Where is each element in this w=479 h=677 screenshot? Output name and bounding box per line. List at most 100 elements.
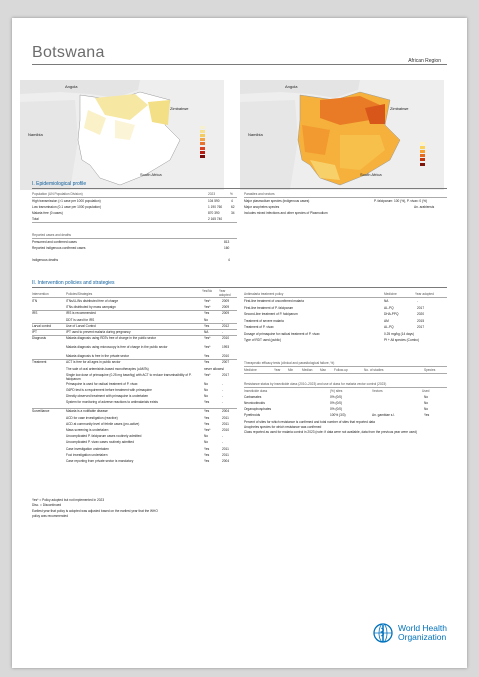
- tp-medicine: AM: [384, 318, 389, 323]
- tp-medicine: Pf + All species (Combo): [384, 338, 419, 342]
- policy-year: 2017: [222, 372, 230, 377]
- tp-medicine: DHA-PPQ: [384, 312, 399, 316]
- tp-col-medicine: Medicine: [384, 292, 397, 296]
- who-emblem-icon: [373, 623, 393, 643]
- footnote: Yes* = Policy adopted but not implemente…: [32, 498, 105, 502]
- epi-row-pct: 62: [231, 205, 235, 209]
- policy-year: 2010: [222, 428, 230, 432]
- policy-yes-no: Yes: [204, 459, 210, 463]
- transmission-map: Angola Zimbabwe Namibia South Africa: [20, 80, 224, 190]
- policy-year: 2011: [222, 446, 229, 451]
- policy-yes-no: Yes*: [204, 299, 211, 303]
- pol-col-year: Year adopted: [219, 289, 231, 297]
- policies-rule: [32, 287, 447, 288]
- cases-row-value: 160: [224, 246, 230, 250]
- epi-row-value: 104 590: [208, 199, 220, 203]
- policy-group: IPT: [32, 330, 37, 334]
- res-used: No: [424, 407, 429, 411]
- resistance-header: Resistance status by insecticide class (…: [244, 382, 387, 386]
- policy-year: 2004: [222, 459, 230, 463]
- policy-label: Single low dose of primaquine (0.25 mg b…: [66, 372, 192, 381]
- tp-medicine: AL-PQ: [384, 325, 394, 329]
- tp-year: 2017: [417, 325, 425, 329]
- efficacy-col: Year: [274, 368, 281, 372]
- policy-year: 2009: [222, 299, 230, 303]
- res-vectors: An. gambiae s.l.: [372, 413, 395, 417]
- policy-label: System for monitoring of adverse reactio…: [66, 400, 158, 405]
- policy-label: Malaria diagnosis using RDTs free of cha…: [66, 336, 157, 341]
- policy-yes-no: No: [204, 394, 209, 399]
- tp-label: Type of RDT used (public): [244, 338, 281, 342]
- map-label-namibia: Namibia: [248, 132, 263, 137]
- region-label: African Region: [408, 58, 441, 64]
- res-col-vectors: Vectors: [372, 389, 383, 393]
- policy-yes-no: never allowed: [204, 366, 224, 371]
- efficacy-col: No. of studies: [364, 368, 384, 372]
- policy-label: Malaria diagnosis using microscopy is fr…: [66, 345, 168, 350]
- policy-label: Mass screening is undertaken: [66, 428, 109, 432]
- policy-year: 2011: [222, 452, 229, 457]
- cases-row-label: Presumed and confirmed cases: [32, 240, 77, 244]
- efficacy-col: Medicine: [244, 368, 257, 372]
- policy-label: Uncomplicated P. vivax cases routinely a…: [66, 440, 134, 445]
- policy-yes-no: Yes: [204, 360, 210, 365]
- parasites-row-value: P. falciparum: 100 (%), P. vivax: 0 (%): [374, 199, 428, 203]
- efficacy-col: Species: [424, 368, 436, 372]
- res-used: No: [424, 401, 429, 405]
- transmission-legend: [200, 126, 207, 159]
- epi-row-label: Low transmission (0-1 case per 1000 popu…: [32, 205, 101, 209]
- policy-yes-no: Yes: [204, 311, 210, 316]
- epi-heading: I. Epidemiological profile: [32, 181, 87, 187]
- map-label-south-africa: South Africa: [360, 172, 382, 177]
- policy-group: Surveillance: [32, 409, 50, 414]
- policy-group: Treatment: [32, 360, 47, 365]
- policy-year: 2010: [222, 354, 230, 359]
- epi-col-pct: %: [230, 192, 233, 196]
- who-logo: World Health Organization: [372, 622, 447, 644]
- map-label-zimbabwe: Zimbabwe: [390, 106, 409, 111]
- policy-year: 2009: [222, 311, 230, 316]
- epi-row-value: 2 165 740: [208, 217, 223, 221]
- policy-yes-no: Yes: [204, 446, 210, 451]
- policy-yes-no: Yes: [204, 415, 210, 420]
- policies-heading: II. Intervention policies and strategies: [32, 280, 115, 286]
- policy-label: IRS is recommended: [66, 311, 96, 316]
- policy-label: Malaria diagnosis is free in the private…: [66, 354, 130, 359]
- res-col-used: Used: [422, 389, 430, 393]
- parasites-row-value: An. arabiensis: [414, 205, 435, 209]
- policy-yes-no: NA: [204, 330, 209, 334]
- tp-label: First-line treatment of P. falciparum: [244, 305, 294, 310]
- report-page: Botswana African Region Angola Zimbabwe …: [12, 18, 467, 668]
- policy-year: 2010: [222, 336, 230, 341]
- epi-row-value: 1 190 760: [208, 205, 223, 209]
- tp-year: -: [417, 299, 419, 303]
- policy-year: -: [222, 381, 224, 386]
- policy-yes-no: Yes: [204, 354, 210, 359]
- policy-year: -: [222, 440, 224, 445]
- res-used: No: [424, 395, 429, 399]
- res-sites: 100% (3/3): [330, 413, 346, 417]
- policy-yes-no: Yes: [204, 421, 210, 426]
- cases-row-label: Indigenous deaths: [32, 258, 59, 262]
- policy-label: Foci investigation undertaken: [66, 452, 108, 457]
- tp-label: Second-line treatment of P. falciparum: [244, 312, 298, 316]
- res-class: Organophosphates: [244, 407, 272, 411]
- policy-label: ITNs distributed by mass campaign: [66, 305, 116, 310]
- efficacy-col: Min: [288, 368, 294, 372]
- policy-label: IPT used to prevent malaria during pregn…: [66, 330, 131, 334]
- policy-yes-no: Yes: [204, 452, 210, 457]
- policy-year: 2009: [222, 305, 230, 310]
- policy-year: 1993: [222, 345, 230, 350]
- parasite-map-svg: [240, 80, 444, 190]
- resistance-note: Class reported as used for malaria contr…: [244, 430, 417, 434]
- res-class: Neonicotinoids: [244, 401, 265, 405]
- policy-label: Directly observed treatment with primaqu…: [66, 394, 149, 399]
- pol-col-policies: Policies/Strategies: [66, 292, 93, 296]
- who-name-line1: World Health: [398, 623, 447, 633]
- policy-label: ACT is free for all ages in public secto…: [66, 360, 121, 365]
- efficacy-header: Therapeutic efficacy tests (clinical and…: [244, 361, 335, 365]
- res-col-sites: (%) sites: [330, 389, 343, 393]
- policy-label: Case reporting from private sector is ma…: [66, 459, 134, 463]
- map-label-namibia: Namibia: [28, 132, 43, 137]
- policy-yes-no: Yes*: [204, 336, 211, 341]
